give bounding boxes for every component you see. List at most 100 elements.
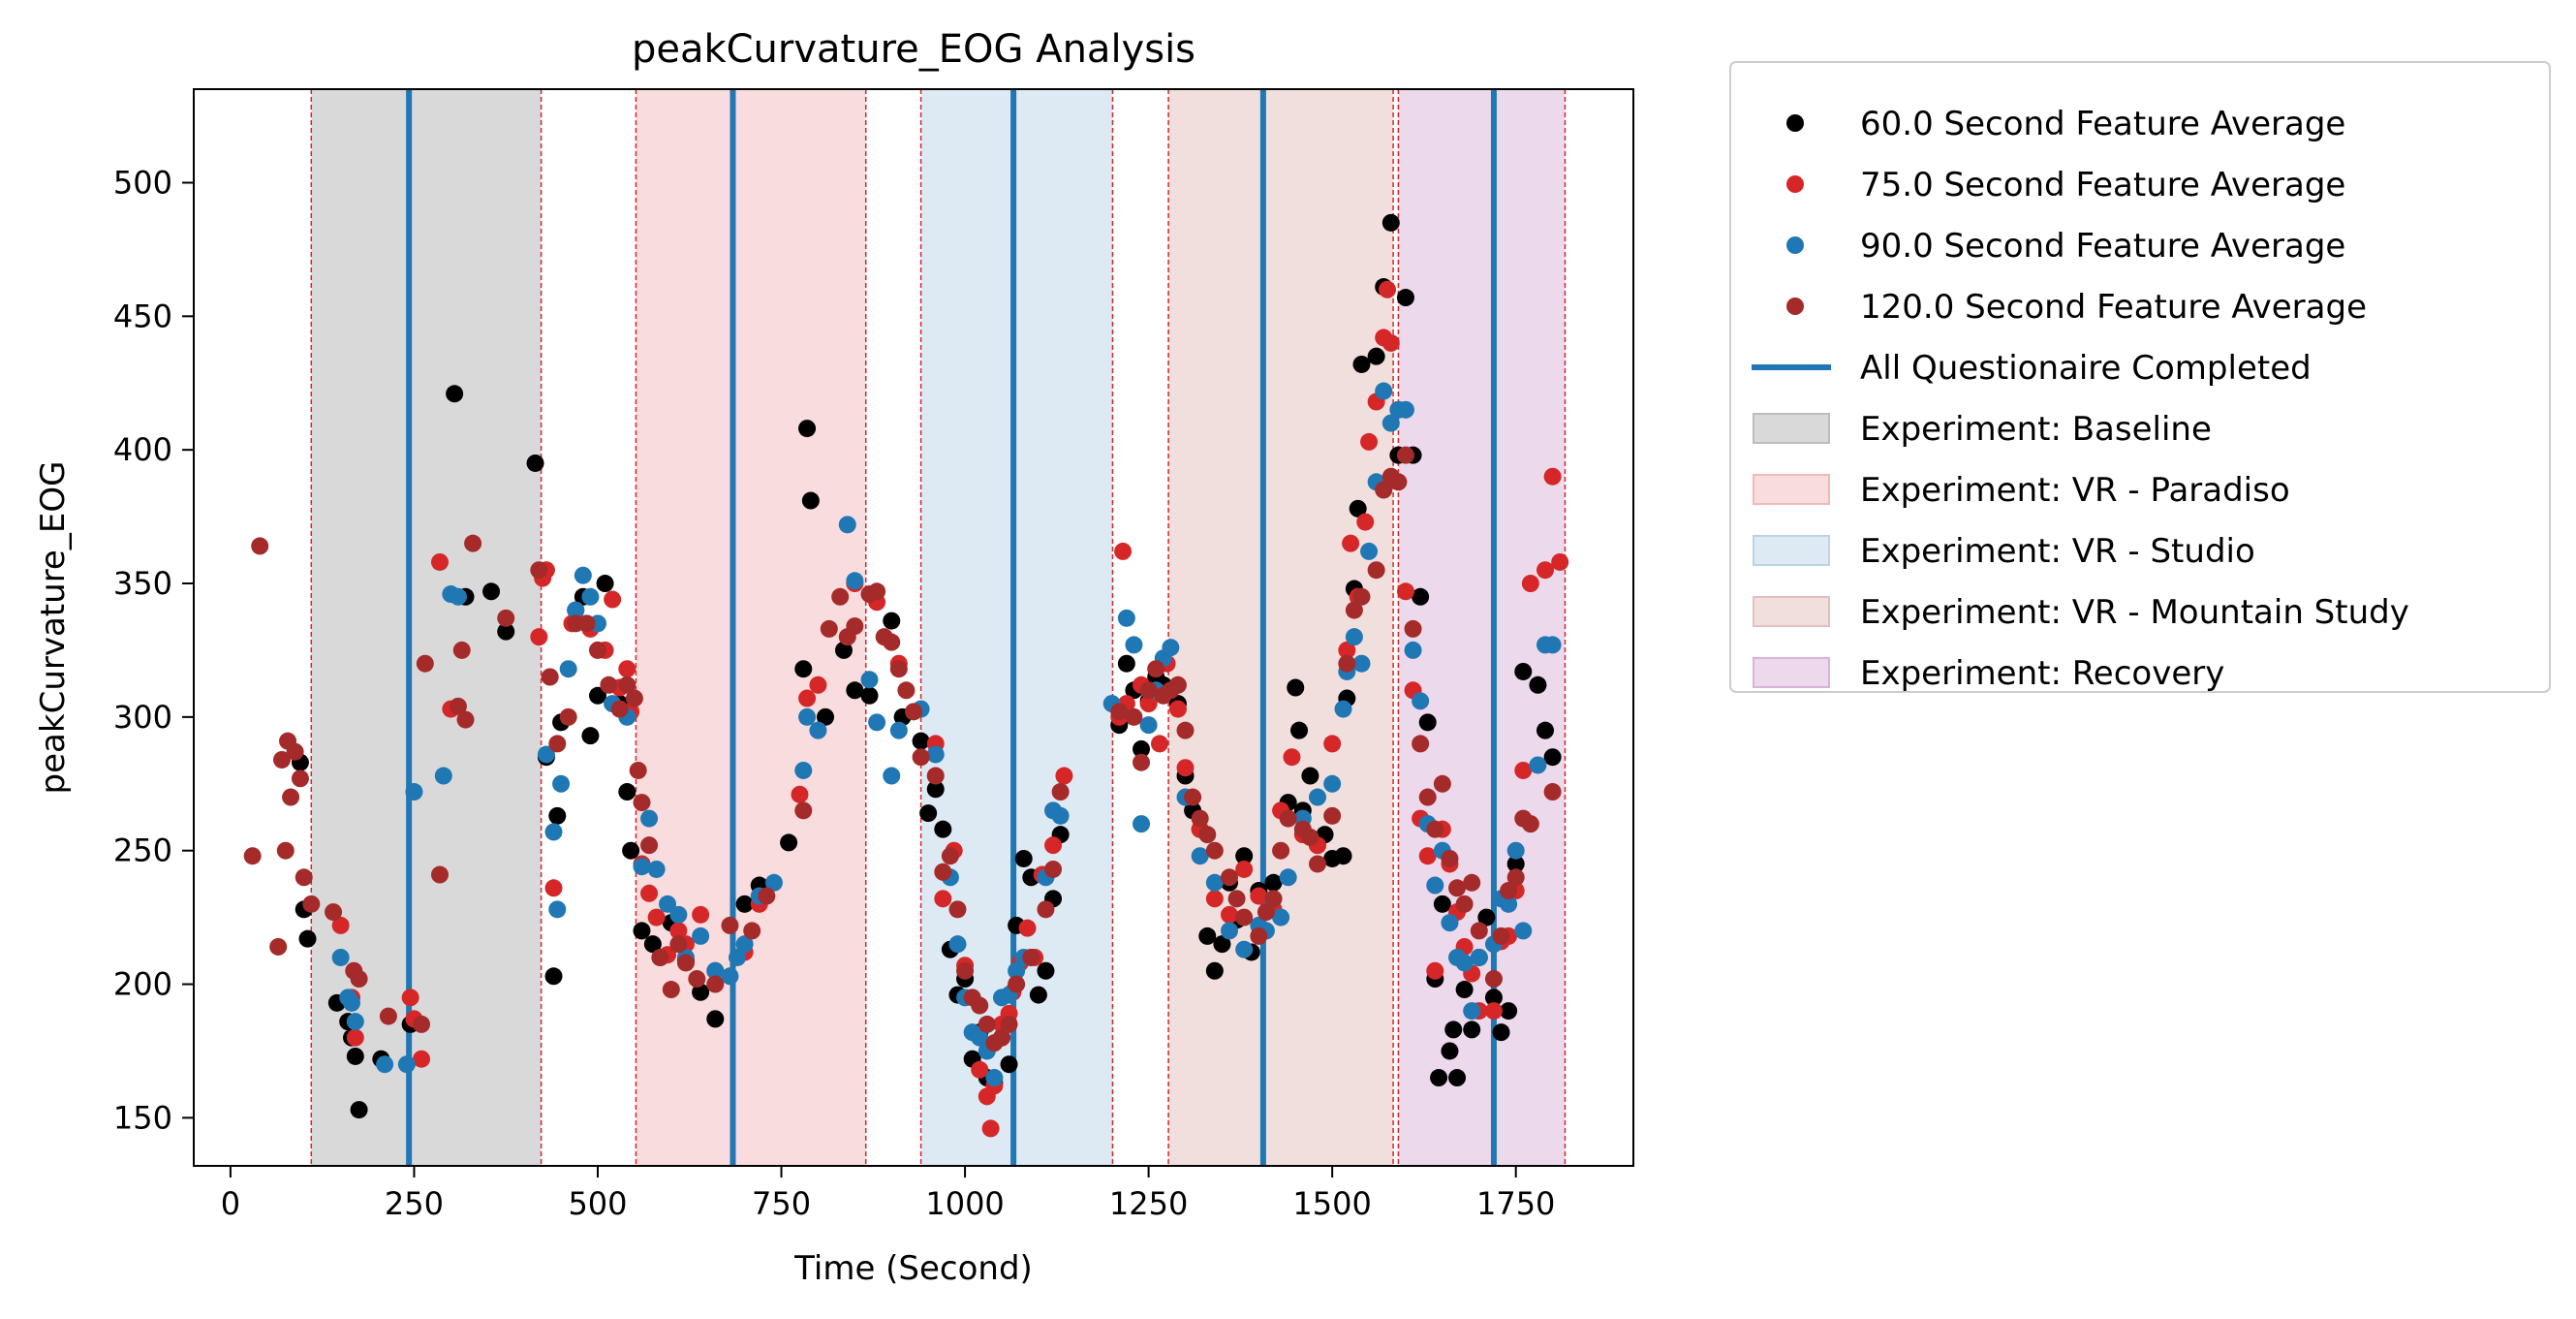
- point-s2-79: [1308, 788, 1326, 806]
- point-s0-36: [780, 833, 798, 852]
- point-s1-20: [640, 884, 659, 902]
- point-s0-23: [596, 575, 614, 593]
- x-axis-label: Time (Second): [793, 1249, 1033, 1288]
- point-s3-69: [1000, 1015, 1018, 1033]
- point-s3-22: [497, 609, 515, 627]
- point-s3-65: [971, 996, 989, 1015]
- point-s1-82: [1396, 582, 1414, 601]
- point-s2-98: [1455, 954, 1474, 972]
- point-s1-63: [1221, 905, 1239, 924]
- point-s3-61: [941, 847, 959, 865]
- point-s0-34: [735, 895, 754, 913]
- point-s3-47: [820, 619, 838, 638]
- point-s1-62: [1205, 890, 1224, 908]
- point-s3-111: [1426, 820, 1444, 838]
- point-s0-16: [544, 967, 563, 986]
- point-s3-93: [1264, 890, 1283, 908]
- point-s2-15: [567, 601, 585, 619]
- point-s3-35: [633, 794, 651, 812]
- point-s3-52: [868, 582, 886, 601]
- point-s2-96: [1441, 914, 1459, 932]
- point-s3-8: [291, 769, 309, 788]
- point-s3-74: [1051, 783, 1070, 801]
- point-s2-46: [948, 935, 967, 954]
- point-s2-67: [1162, 639, 1180, 657]
- point-s0-118: [1492, 1023, 1510, 1042]
- legend-marker-9: [1753, 657, 1830, 688]
- point-s1-30: [798, 689, 817, 707]
- x-tick-label-3: 750: [752, 1185, 811, 1222]
- point-s0-2: [298, 929, 317, 948]
- point-s3-115: [1455, 895, 1474, 913]
- point-s1-41: [981, 1119, 1000, 1138]
- point-s0-116: [1477, 908, 1496, 926]
- point-s3-14: [379, 1007, 397, 1025]
- x-tick-label-0: 0: [221, 1185, 240, 1222]
- point-s3-68: [992, 1028, 1010, 1047]
- point-s2-6: [405, 783, 423, 801]
- point-s0-22: [588, 686, 606, 705]
- point-s3-106: [1389, 473, 1408, 491]
- point-s3-100: [1338, 654, 1356, 673]
- point-s1-71: [1323, 735, 1342, 753]
- point-s2-22: [640, 809, 659, 828]
- point-s3-28: [577, 614, 596, 633]
- point-s3-86: [1198, 826, 1217, 844]
- point-s3-84: [1184, 788, 1202, 806]
- legend-marker-0: [1786, 114, 1804, 132]
- point-s2-81: [1334, 700, 1352, 718]
- point-s3-82: [1168, 675, 1187, 694]
- point-s2-28: [706, 961, 725, 980]
- y-tick-label-3: 300: [113, 699, 172, 736]
- point-s0-85: [1264, 873, 1283, 892]
- point-s3-112: [1433, 774, 1451, 793]
- point-s2-13: [552, 774, 571, 793]
- point-s3-54: [883, 633, 901, 651]
- point-s1-65: [1250, 887, 1268, 905]
- point-s2-76: [1272, 908, 1290, 926]
- point-s1-47: [1018, 919, 1037, 937]
- point-s2-63: [1133, 815, 1151, 833]
- point-s2-106: [1529, 756, 1547, 774]
- point-s0-90: [1301, 767, 1319, 785]
- point-s2-42: [889, 721, 908, 739]
- experiment-span-4: [1398, 89, 1566, 1166]
- point-s0-122: [1529, 675, 1547, 694]
- point-s1-23: [669, 922, 688, 940]
- point-s2-2: [343, 993, 361, 1012]
- point-s0-124: [1543, 748, 1562, 767]
- point-s3-1: [251, 537, 269, 555]
- point-s3-119: [1492, 926, 1510, 945]
- point-s2-29: [721, 967, 739, 986]
- point-s1-53: [1114, 542, 1133, 560]
- point-s1-0: [331, 916, 350, 934]
- point-s0-37: [794, 660, 813, 678]
- point-s2-62: [1125, 636, 1143, 654]
- legend-marker-6: [1753, 474, 1830, 505]
- point-s3-63: [956, 961, 975, 980]
- point-s1-85: [1418, 847, 1437, 865]
- point-s3-18: [449, 697, 467, 715]
- point-s2-37: [838, 516, 856, 534]
- legend-label-6: Experiment: VR - Paradiso: [1860, 471, 2290, 510]
- x-tick-label-1: 250: [385, 1185, 444, 1222]
- point-s2-21: [633, 858, 651, 876]
- point-s0-21: [581, 727, 600, 745]
- point-s3-4: [276, 841, 295, 860]
- point-s0-58: [1000, 1055, 1018, 1074]
- point-s3-36: [640, 836, 659, 855]
- point-s3-124: [1543, 783, 1562, 801]
- point-s3-23: [530, 561, 548, 580]
- point-s1-97: [1514, 761, 1533, 779]
- point-s0-14: [526, 454, 544, 472]
- point-s0-94: [1334, 847, 1352, 865]
- point-s1-25: [692, 905, 710, 924]
- point-s1-39: [971, 1060, 989, 1079]
- legend-label-2: 90.0 Second Feature Average: [1860, 227, 2345, 266]
- point-s3-39: [669, 935, 688, 954]
- experiment-span-3: [1168, 89, 1394, 1166]
- point-s0-39: [801, 491, 820, 510]
- point-s3-73: [1044, 860, 1063, 878]
- point-s0-101: [1381, 213, 1400, 232]
